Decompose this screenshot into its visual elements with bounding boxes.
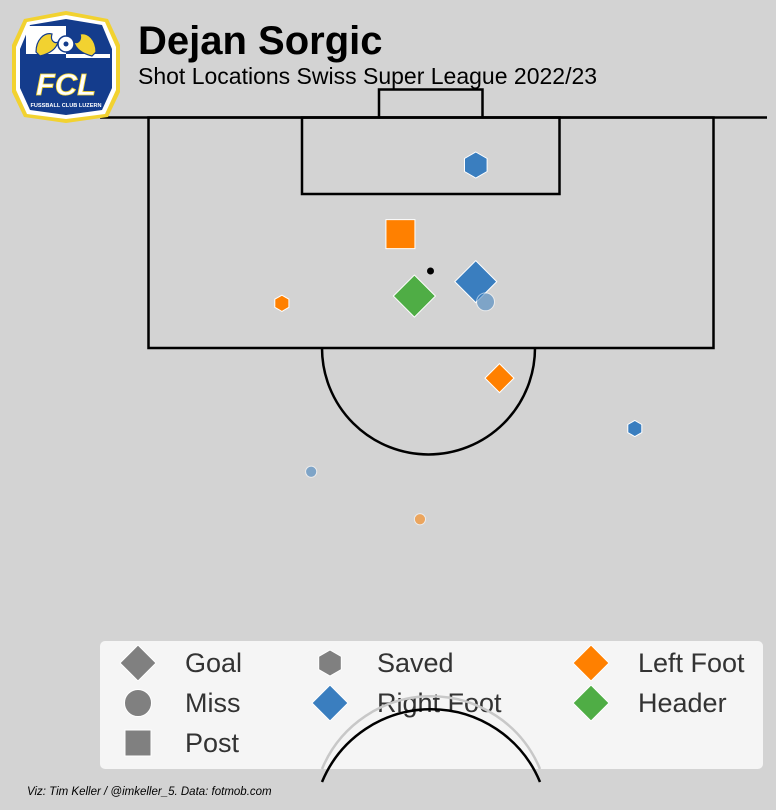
shots-layer <box>274 151 643 526</box>
shot-post-1 <box>385 219 416 250</box>
legend-label-header: Header <box>638 688 727 718</box>
legend-marker-saved <box>318 649 342 677</box>
six-yard-box <box>300 116 561 196</box>
legend-marker-right-foot <box>311 685 349 721</box>
penalty-arc <box>320 347 537 456</box>
legend-label-miss: Miss <box>185 688 241 718</box>
legend-item-goal: Goal <box>108 645 242 681</box>
legend-item-header: Header <box>561 685 727 721</box>
player-name: Dejan Sorgic <box>138 19 383 63</box>
legend-item-saved: Saved <box>300 645 454 681</box>
legend-marker-post <box>124 729 152 757</box>
legend-item-post: Post <box>108 725 239 761</box>
legend-item-miss: Miss <box>108 685 241 721</box>
shot-miss-8 <box>305 465 318 478</box>
shot-goal-4 <box>392 274 437 318</box>
logo-white-quarter-right <box>66 54 110 58</box>
penalty-spot <box>427 267 434 275</box>
legend-label-left-foot: Left Foot <box>638 648 745 678</box>
legend-marker-miss <box>124 689 152 717</box>
legend-marker-left-foot <box>572 645 610 681</box>
legend-marker-header <box>572 685 610 721</box>
shot-saved-5 <box>274 294 290 312</box>
legend-marker-goal <box>119 645 157 681</box>
legend-item-left-foot: Left Foot <box>561 645 745 681</box>
pitch-lines <box>100 88 767 456</box>
shot-goal-2 <box>454 259 498 304</box>
penalty-box <box>147 116 715 350</box>
legend-item-right-foot: Right Foot <box>300 685 502 721</box>
club-logo: FCL FUSSBALL CLUB LUZERN <box>10 10 122 124</box>
legend-label-saved: Saved <box>377 648 454 678</box>
shot-goal-6 <box>484 362 515 394</box>
shot-miss-3 <box>476 292 496 312</box>
shot-saved-7 <box>627 419 643 438</box>
legend-label-goal: Goal <box>185 648 243 678</box>
shot-saved-0 <box>464 151 488 179</box>
legend-label-post: Post <box>185 728 240 758</box>
credit-text: Viz: Tim Keller / @imkeller_5. Data: fot… <box>27 786 272 798</box>
legend-label-right-foot: Right Foot <box>377 688 502 718</box>
logo-text: FCL <box>36 67 96 102</box>
legend: Goal Miss Post Saved Right Foot Left Foo… <box>100 641 763 769</box>
shot-miss-9 <box>413 513 427 526</box>
chart-subtitle: Shot Locations Swiss Super League 2022/2… <box>138 63 598 89</box>
goal-frame <box>377 88 484 118</box>
lion-icon <box>35 33 97 57</box>
logo-subtext: FUSSBALL CLUB LUZERN <box>30 103 101 109</box>
